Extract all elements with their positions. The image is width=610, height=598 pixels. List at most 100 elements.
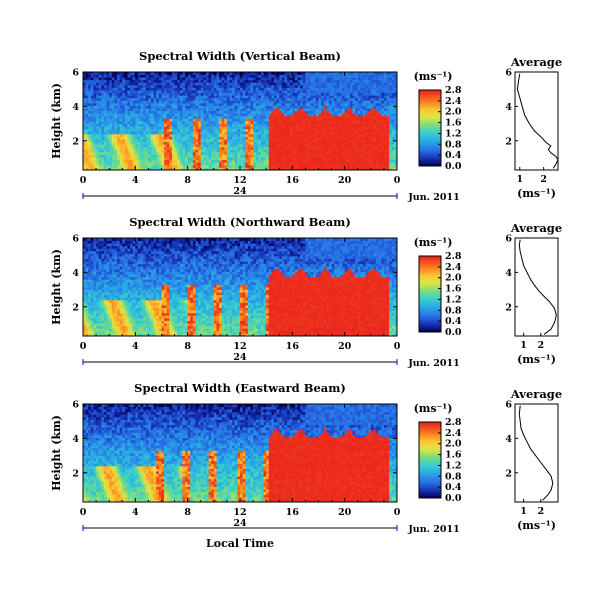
heatmap-cell [263,97,267,101]
heatmap-cell [308,90,312,94]
heatmap-cell [276,167,280,171]
heatmap-cell [211,157,215,161]
heatmap-cell [355,74,359,78]
heatmap-cell [211,105,215,109]
heatmap-cell [389,95,393,99]
heatmap-cell [279,74,283,78]
heatmap-cell [177,82,181,86]
heatmap-cell [331,113,335,117]
heatmap-cell [271,159,275,163]
heatmap-cell [266,121,270,124]
heatmap-cell [260,100,264,104]
heatmap-cell [266,110,270,114]
heatmap-cell [132,72,136,75]
heatmap-cell [140,121,144,124]
heatmap-cell [182,149,186,153]
heatmap-cell [140,72,144,75]
heatmap-cell [106,84,110,88]
heatmap-cell [326,92,330,96]
heatmap-cell [383,121,387,124]
heatmap-cell [336,164,340,168]
heatmap-cell [114,79,118,83]
heatmap-cell [103,133,107,137]
heatmap-cell [308,113,312,117]
heatmap-cell [308,162,312,166]
heatmap-cell [205,133,209,137]
heatmap-cell [381,102,385,106]
heatmap-cell [171,115,175,119]
heatmap-cell [106,110,110,114]
heatmap-cell [328,121,332,124]
heatmap-cell [111,79,115,83]
colorbar-step [419,112,441,115]
heatmap-cell [130,159,134,163]
heatmap-cell [135,136,139,140]
heatmap-cell [255,162,259,166]
heatmap-cell [101,307,105,311]
heatmap-cell [389,144,393,148]
heatmap-cell [279,72,283,75]
heatmap-cell [284,131,288,135]
heatmap-cell [114,92,118,96]
heatmap-cell [101,123,105,127]
heatmap-cell [151,115,155,119]
heatmap-cell [308,110,312,114]
heatmap-cell [300,139,304,143]
heatmap-cell [135,87,139,91]
heatmap-cell [85,328,89,332]
heatmap-cell [96,74,100,78]
heatmap-cell [253,90,257,94]
heatmap-cell [281,115,285,119]
heatmap-cell [90,256,94,260]
heatmap-cell [151,154,155,158]
heatmap-cell [331,105,335,109]
heatmap-cell [352,157,356,161]
heatmap-cell [171,74,175,78]
average-title: Average [510,55,562,69]
heatmap-cell [216,136,220,140]
heatmap-cell [373,90,377,94]
heatmap-cell [250,97,254,101]
heatmap-cell [263,118,267,122]
heatmap-cell [234,162,238,166]
heatmap-cell [328,123,332,127]
heatmap-cell [151,128,155,132]
heatmap-cell [90,320,94,324]
heatmap-cell [391,121,395,124]
heatmap-cell [323,141,327,145]
heatmap-cell [255,154,259,158]
heatmap-cell [263,136,267,140]
heatmap-cell [185,118,189,122]
heatmap-cell [93,90,97,94]
heatmap-cell [111,159,115,163]
heatmap-cell [177,108,181,112]
heatmap-cell [326,95,330,99]
heatmap-cell [177,100,181,104]
heatmap-cell [242,108,246,112]
heatmap-cell [281,105,285,109]
heatmap-cell [140,108,144,112]
heatmap-cell [88,139,92,143]
heatmap-cell [370,146,374,150]
heatmap-cell [255,92,259,96]
heatmap-cell [250,136,254,140]
heatmap-cell [334,164,338,168]
heatmap-cell [179,128,183,132]
heatmap-cell [300,123,304,127]
heatmap-cell [342,141,346,145]
heatmap-cell [195,90,199,94]
heatmap-cell [106,133,110,137]
heatmap-cell [203,157,207,161]
heatmap-cell [321,139,325,143]
heatmap-cell [205,82,209,86]
heatmap-cell [219,84,223,88]
heatmap-cell [205,131,209,135]
heatmap-cell [88,126,92,130]
heatmap-cell [266,159,270,163]
heatmap-cell [352,72,356,75]
heatmap-cell [300,77,304,81]
heatmap-cell [190,95,194,99]
heatmap-cell [323,100,327,104]
heatmap-cell [289,167,293,171]
heatmap-cell [394,159,398,163]
